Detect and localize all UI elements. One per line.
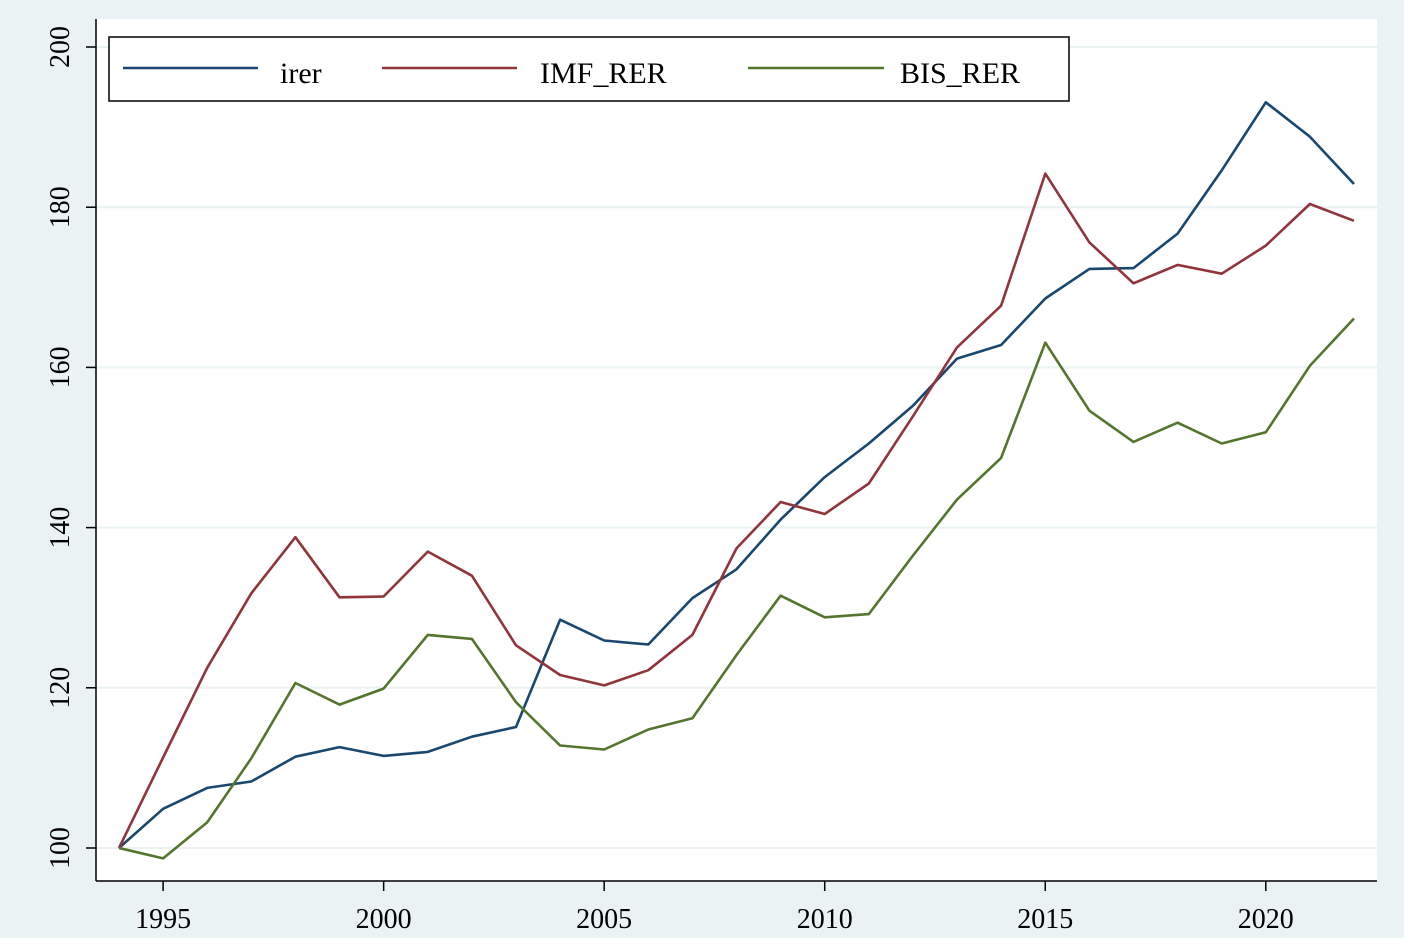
x-tick-label: 2015: [1017, 904, 1073, 935]
series-line-irer: [118, 101, 1355, 849]
x-tick-label: 2010: [797, 904, 853, 935]
legend: irer IMF_RER BIS_RER: [108, 36, 1070, 102]
y-tick-label: 120: [45, 667, 76, 709]
x-tick-label: 2020: [1238, 904, 1294, 935]
legend-label: IMF_RER: [540, 57, 667, 90]
plot-area: [96, 19, 1377, 881]
y-tick-label: 140: [45, 507, 76, 549]
y-tick-label: 180: [45, 186, 76, 228]
y-tick-label: 200: [45, 26, 76, 68]
legend-box: [108, 36, 1070, 102]
series-line-bis-rer: [118, 317, 1355, 860]
series-lines: [117, 101, 1355, 860]
legend-label: irer: [280, 57, 322, 90]
y-tick-label: 160: [45, 346, 76, 388]
x-tick-label: 2000: [356, 904, 412, 935]
y-tick-label: 100: [45, 827, 76, 869]
series-line-imf-rer: [117, 172, 1355, 849]
axes: 100 120 140 160 180 200 1995 2000 2005 2010 2015 20…: [45, 19, 1377, 935]
x-tick-label: 1995: [135, 904, 191, 935]
legend-label: BIS_RER: [900, 57, 1020, 90]
x-tick-label: 2005: [576, 904, 632, 935]
